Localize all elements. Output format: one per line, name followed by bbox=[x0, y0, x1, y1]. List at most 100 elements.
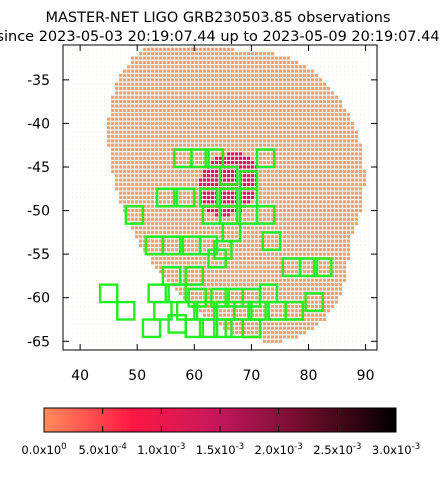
heatmap-background-cell bbox=[108, 297, 110, 299]
heatmap-cell bbox=[135, 139, 139, 143]
heatmap-cell bbox=[238, 130, 243, 134]
heatmap-background-cell bbox=[92, 310, 94, 312]
heatmap-cell bbox=[286, 265, 291, 269]
heatmap-background-cell bbox=[84, 318, 86, 321]
heatmap-cell bbox=[262, 91, 267, 95]
heatmap-cell bbox=[210, 261, 215, 265]
heatmap-background-cell bbox=[100, 170, 102, 172]
heatmap-cell bbox=[278, 335, 283, 339]
heatmap-cell bbox=[187, 47, 191, 51]
heatmap-background-cell bbox=[68, 140, 70, 142]
heatmap-cell bbox=[226, 147, 231, 152]
heatmap-cell bbox=[346, 187, 351, 191]
heatmap-background-cell bbox=[172, 288, 174, 290]
heatmap-background-cell bbox=[84, 57, 86, 59]
heatmap-cell bbox=[282, 108, 287, 112]
heatmap-background-cell bbox=[331, 79, 334, 81]
heatmap-background-cell bbox=[259, 340, 262, 342]
heatmap-background-cell bbox=[72, 79, 74, 81]
heatmap-cell bbox=[155, 156, 159, 160]
heatmap-cell bbox=[123, 156, 127, 160]
heatmap-background-cell bbox=[88, 57, 90, 59]
heatmap-cell bbox=[131, 95, 135, 99]
heatmap-background-cell bbox=[108, 109, 110, 111]
heatmap-cell bbox=[183, 100, 187, 104]
heatmap-cell bbox=[258, 117, 263, 121]
heatmap-cell bbox=[226, 235, 231, 239]
heatmap-cell bbox=[282, 243, 287, 248]
heatmap-cell bbox=[155, 261, 159, 265]
heatmap-cell bbox=[282, 330, 287, 335]
heatmap-cell bbox=[322, 217, 327, 221]
heatmap-cell bbox=[198, 100, 203, 104]
heatmap-cell bbox=[230, 217, 235, 221]
heatmap-cell bbox=[274, 330, 279, 335]
heatmap-cell bbox=[187, 56, 191, 60]
heatmap-cell bbox=[218, 60, 223, 65]
heatmap-background-cell bbox=[351, 79, 354, 81]
heatmap-cell bbox=[242, 191, 247, 195]
heatmap-background-cell bbox=[108, 340, 110, 342]
heatmap-cell bbox=[278, 130, 283, 134]
heatmap-background-cell bbox=[327, 66, 330, 68]
heatmap-cell bbox=[262, 73, 267, 78]
heatmap-cell bbox=[298, 313, 303, 317]
heatmap-background-cell bbox=[72, 201, 74, 203]
heatmap-cell bbox=[274, 104, 279, 108]
heatmap-cell bbox=[306, 187, 311, 191]
heatmap-background-cell bbox=[243, 345, 246, 347]
heatmap-background-cell bbox=[347, 48, 350, 50]
heatmap-cell bbox=[338, 217, 343, 221]
heatmap-cell bbox=[302, 104, 307, 108]
heatmap-cell bbox=[334, 147, 339, 152]
heatmap-cell bbox=[179, 113, 183, 117]
heatmap-cell bbox=[330, 235, 335, 239]
heatmap-background-cell bbox=[112, 175, 114, 177]
heatmap-cell bbox=[322, 309, 327, 313]
heatmap-cell bbox=[194, 217, 199, 221]
heatmap-cell bbox=[135, 178, 139, 182]
heatmap-cell bbox=[306, 182, 311, 187]
heatmap-cell bbox=[262, 239, 267, 243]
heatmap-cell bbox=[226, 130, 231, 134]
heatmap-cell bbox=[286, 235, 291, 239]
heatmap-cell bbox=[175, 60, 179, 65]
heatmap-cell bbox=[127, 86, 131, 91]
heatmap-cell bbox=[123, 143, 127, 147]
heatmap-background-cell bbox=[120, 240, 122, 242]
heatmap-background-cell bbox=[116, 223, 118, 225]
heatmap-background-cell bbox=[96, 140, 98, 142]
heatmap-cell bbox=[254, 226, 259, 230]
heatmap-background-cell bbox=[339, 57, 342, 59]
heatmap-cell bbox=[346, 195, 351, 200]
heatmap-background-cell bbox=[259, 345, 262, 347]
heatmap-background-cell bbox=[275, 345, 278, 347]
heatmap-cell bbox=[278, 169, 283, 173]
heatmap-cell bbox=[266, 108, 271, 112]
heatmap-cell bbox=[230, 226, 235, 230]
heatmap-cell bbox=[171, 126, 175, 130]
heatmap-background-cell bbox=[84, 109, 86, 111]
heatmap-cell bbox=[179, 217, 183, 221]
heatmap-cell bbox=[202, 73, 207, 78]
heatmap-cell bbox=[111, 156, 115, 160]
heatmap-background-cell bbox=[156, 270, 158, 273]
heatmap-cell bbox=[167, 200, 171, 204]
heatmap-cell bbox=[350, 147, 355, 152]
heatmap-background-cell bbox=[92, 175, 94, 177]
heatmap-cell bbox=[163, 82, 167, 86]
heatmap-cell bbox=[330, 287, 335, 291]
heatmap-background-cell bbox=[76, 227, 78, 229]
heatmap-cell bbox=[334, 156, 339, 160]
heatmap-cell bbox=[346, 165, 351, 169]
heatmap-cell bbox=[179, 126, 183, 130]
heatmap-cell bbox=[290, 165, 295, 169]
heatmap-background-cell bbox=[104, 262, 106, 264]
heatmap-cell bbox=[318, 187, 323, 191]
heatmap-cell bbox=[123, 95, 127, 99]
heatmap-cell bbox=[254, 256, 259, 261]
heatmap-cell bbox=[119, 100, 123, 104]
heatmap-cell bbox=[318, 248, 323, 252]
heatmap-background-cell bbox=[116, 331, 118, 334]
heatmap-background-cell bbox=[347, 57, 350, 59]
